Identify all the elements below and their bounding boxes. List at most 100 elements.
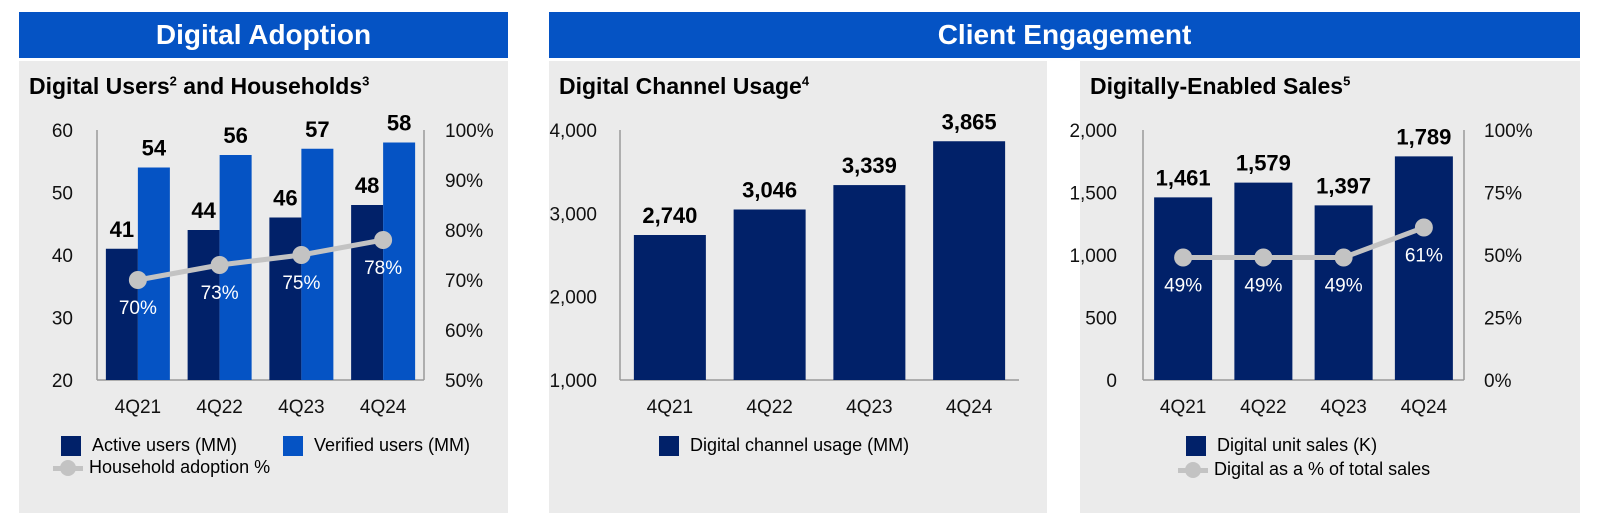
x-tick-label: 4Q21 xyxy=(115,397,161,418)
x-tick-label: 4Q23 xyxy=(1320,397,1366,418)
digital-users-chart: 20 30 40 50 60 50% 60% 70% 80% 90% 100% 4Q21 41 54 4Q2… xyxy=(52,111,494,419)
x-tick-label: 4Q23 xyxy=(846,397,892,418)
line-data-label: 75% xyxy=(282,273,320,294)
line-point xyxy=(1414,218,1433,237)
legend-label: Digital unit sales (K) xyxy=(1217,435,1378,455)
title-text: Digital Channel Usage xyxy=(559,73,802,99)
bar xyxy=(733,209,806,380)
line-point xyxy=(292,246,311,264)
digital-users-panel: Digital Users2 and Households3 20 30 40 50 6… xyxy=(19,61,508,513)
bar xyxy=(1234,182,1293,380)
y2-tick-label: 0% xyxy=(1484,371,1512,392)
x-tick-label: 4Q22 xyxy=(746,397,792,418)
title-text: and Households xyxy=(176,73,363,99)
legend: Digital unit sales (K) Digital as a % of… xyxy=(1178,435,1566,495)
digitally-enabled-sales-chart: 0 500 1,000 1,500 2,000 0% 25% 50% 75% 100% 4Q21 1,… xyxy=(1069,121,1533,418)
title-text: Digital Users xyxy=(29,73,170,99)
footnote-marker: 5 xyxy=(1343,73,1351,89)
legend-label: Digital channel usage (MM) xyxy=(690,435,910,455)
legend-label: Household adoption % xyxy=(89,457,271,477)
panel-title: Digitally-Enabled Sales5 xyxy=(1090,73,1350,100)
legend-swatch xyxy=(283,435,303,456)
bar xyxy=(301,148,334,380)
y2-tick-label: 60% xyxy=(445,321,483,342)
digital-channel-usage-chart: 1,000 2,000 3,000 4,000 4Q21 2,740 4Q22 3,046 4Q… xyxy=(549,109,1019,418)
title-text: Digitally-Enabled Sales xyxy=(1090,73,1344,99)
legend-label: Digital as a % of total sales xyxy=(1214,459,1431,479)
y-tick-label: 50 xyxy=(52,184,73,205)
y2-tick-label: 50% xyxy=(1484,246,1522,267)
x-tick-label: 4Q24 xyxy=(946,397,993,418)
data-label: 1,397 xyxy=(1316,173,1371,198)
data-label: 1,579 xyxy=(1236,151,1291,176)
digital-channel-usage-panel: Digital Channel Usage4 1,000 2,000 3,000 4,… xyxy=(549,61,1047,513)
line-data-label: 61% xyxy=(1405,246,1443,267)
line-data-label: 70% xyxy=(119,298,157,319)
data-label: 1,461 xyxy=(1156,165,1211,190)
bar xyxy=(105,248,138,380)
y-tick-label: 1,000 xyxy=(1069,246,1117,267)
y-tick-label: 60 xyxy=(52,121,73,142)
legend-item: Digital unit sales (K) xyxy=(1186,435,1377,456)
bar xyxy=(383,142,416,380)
y-tick-label: 0 xyxy=(1106,371,1117,392)
data-label: 44 xyxy=(191,198,216,223)
y-tick-label: 1,500 xyxy=(1069,184,1117,205)
digitally-enabled-sales-panel: Digitally-Enabled Sales5 0 500 1,000 1,500 2… xyxy=(1069,61,1580,513)
y2-tick-label: 50% xyxy=(445,371,483,392)
data-label: 46 xyxy=(273,186,297,211)
y-tick-label: 2,000 xyxy=(549,288,597,309)
y-tick-label: 20 xyxy=(52,371,73,392)
y2-tick-label: 80% xyxy=(445,221,483,242)
x-tick-label: 4Q24 xyxy=(360,397,407,418)
data-label: 54 xyxy=(142,136,167,161)
x-tick-label: 4Q22 xyxy=(196,397,242,418)
panel-title: Digital Users2 and Households3 xyxy=(29,73,369,100)
client-engagement-header: Client Engagement xyxy=(549,12,1580,58)
legend-item: Digital as a % of total sales xyxy=(1178,459,1430,480)
x-tick-label: 4Q21 xyxy=(647,397,693,418)
y2-tick-label: 25% xyxy=(1484,309,1522,330)
panel-title: Digital Channel Usage4 xyxy=(559,73,809,100)
line-data-label: 49% xyxy=(1244,276,1282,297)
y2-tick-label: 100% xyxy=(1484,121,1533,142)
bar xyxy=(1314,205,1373,380)
data-label: 1,789 xyxy=(1396,124,1451,149)
legend: Active users (MM) Verified users (MM) Ho… xyxy=(53,435,501,495)
legend-swatch xyxy=(1186,435,1206,456)
data-label: 56 xyxy=(223,123,247,148)
data-label: 3,865 xyxy=(942,109,997,134)
bar xyxy=(833,185,906,380)
data-label: 3,046 xyxy=(742,178,797,203)
bar xyxy=(1394,156,1453,380)
x-tick-label: 4Q22 xyxy=(1240,397,1286,418)
data-label: 2,740 xyxy=(642,203,697,228)
legend-label: Active users (MM) xyxy=(92,435,238,455)
x-tick-label: 4Q21 xyxy=(1160,397,1206,418)
line-data-label: 78% xyxy=(364,258,402,279)
data-label: 48 xyxy=(355,173,379,198)
legend-line-marker xyxy=(1178,460,1208,480)
y-tick-label: 3,000 xyxy=(549,204,597,225)
y-tick-label: 30 xyxy=(52,309,73,330)
legend: Digital channel usage (MM) xyxy=(659,435,1019,465)
y2-tick-label: 75% xyxy=(1484,184,1522,205)
series-line xyxy=(137,237,384,283)
bar xyxy=(1154,197,1213,380)
y-tick-label: 1,000 xyxy=(549,371,597,392)
bar xyxy=(187,230,220,380)
y-tick-label: 2,000 xyxy=(1069,121,1117,142)
legend-item: Household adoption % xyxy=(53,457,270,478)
bar xyxy=(933,141,1006,380)
footnote-marker: 4 xyxy=(801,73,810,89)
y-tick-label: 500 xyxy=(1085,309,1117,330)
y2-tick-label: 70% xyxy=(445,271,483,292)
data-label: 57 xyxy=(305,117,329,142)
legend-line-marker xyxy=(53,458,83,478)
digital-adoption-header: Digital Adoption xyxy=(19,12,508,58)
data-label: 58 xyxy=(387,111,411,136)
bar xyxy=(351,205,384,380)
data-label: 3,339 xyxy=(842,153,897,178)
x-tick-label: 4Q24 xyxy=(1401,397,1448,418)
line-point xyxy=(374,231,393,249)
